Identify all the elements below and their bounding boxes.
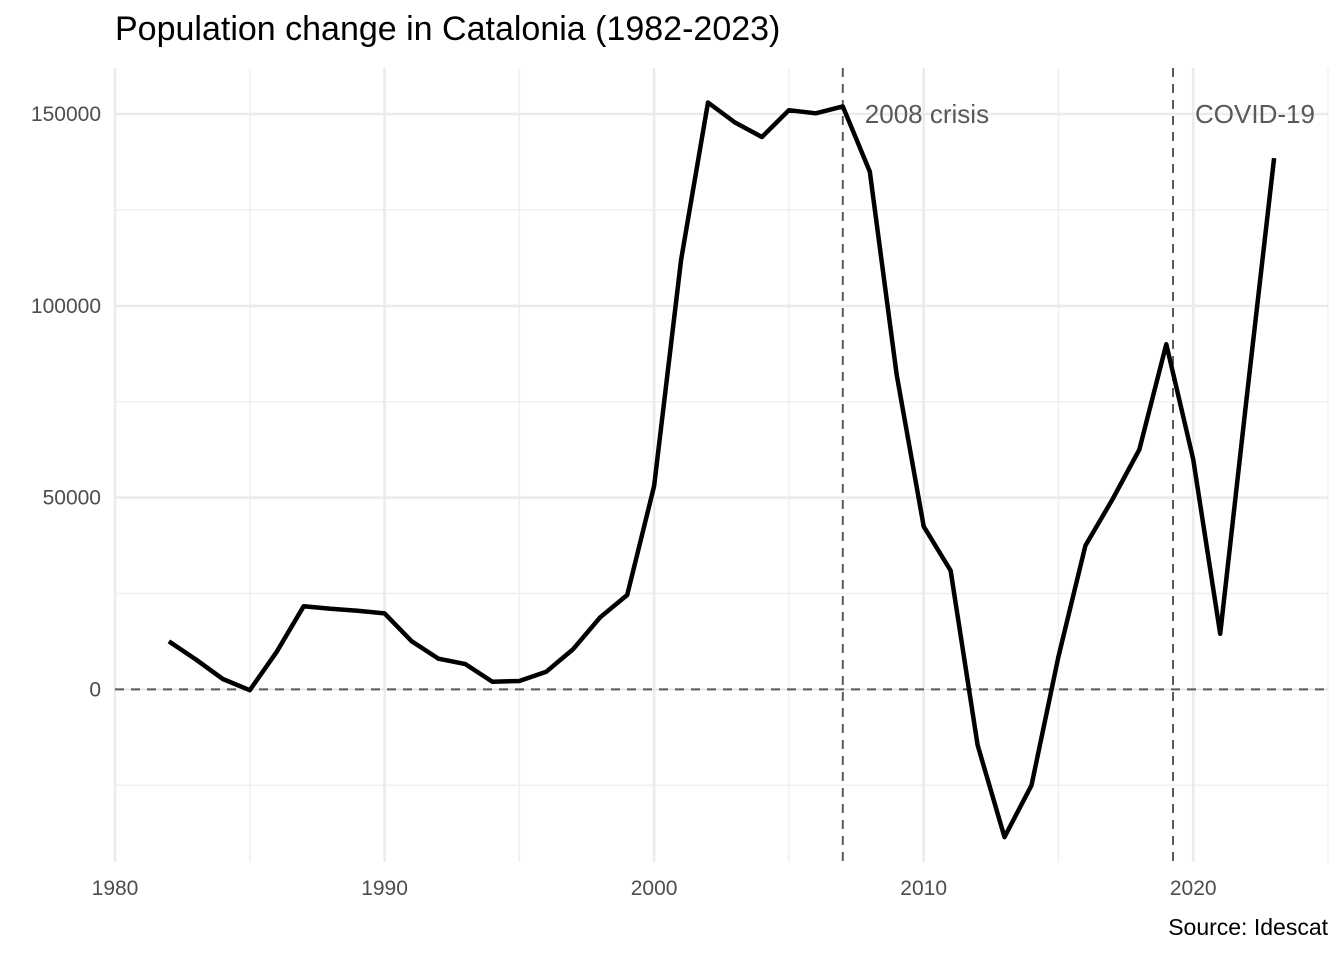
event-annotation-label: COVID-19 (1195, 99, 1315, 129)
source-caption: Source: Idescat (1168, 914, 1328, 940)
x-axis-ticks: 1980 1990 2000 2010 2020 (92, 877, 1217, 900)
x-tick-label: 2020 (1170, 877, 1217, 900)
x-tick-label: 2000 (631, 877, 678, 900)
y-tick-label: 100000 (31, 295, 101, 318)
x-tick-label: 1980 (92, 877, 139, 900)
minor-gridlines (115, 68, 1329, 862)
x-tick-label: 2010 (900, 877, 947, 900)
y-tick-label: 0 (89, 678, 101, 701)
series-group (167, 100, 1277, 840)
major-gridlines (113, 68, 1328, 862)
series-line (167, 100, 1277, 840)
x-tick-label: 1990 (361, 877, 408, 900)
y-axis-ticks: 0 50000 100000 150000 (31, 103, 101, 701)
reference-lines (115, 68, 1328, 862)
event-annotation-label: 2008 crisis (865, 99, 989, 129)
y-tick-label: 150000 (31, 103, 101, 126)
annotations: 2008 crisis COVID-19 (865, 99, 1315, 129)
y-tick-label: 50000 (43, 487, 101, 510)
chart-title: Population change in Catalonia (1982-202… (115, 10, 781, 48)
